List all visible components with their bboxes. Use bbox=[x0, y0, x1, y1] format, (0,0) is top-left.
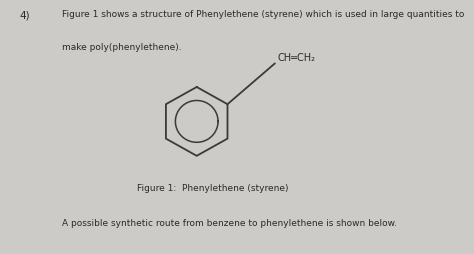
Text: CH═CH₂: CH═CH₂ bbox=[277, 53, 315, 63]
Text: Figure 1 shows a structure of Phenylethene (styrene) which is used in large quan: Figure 1 shows a structure of Phenylethe… bbox=[62, 10, 464, 19]
Text: make poly(phenylethene).: make poly(phenylethene). bbox=[62, 43, 181, 52]
Text: A possible synthetic route from benzene to phenylethene is shown below.: A possible synthetic route from benzene … bbox=[62, 218, 397, 227]
Text: Figure 1:  Phenylethene (styrene): Figure 1: Phenylethene (styrene) bbox=[137, 183, 289, 192]
Text: 4): 4) bbox=[19, 10, 29, 20]
